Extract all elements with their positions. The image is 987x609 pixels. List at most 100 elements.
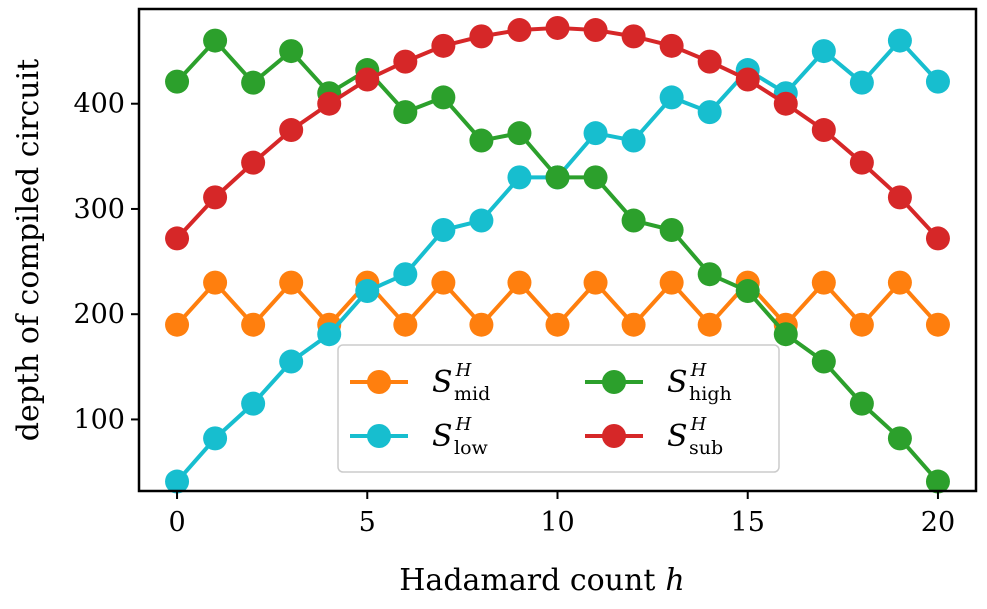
data-point-sub: [811, 118, 836, 143]
data-point-high: [469, 128, 494, 153]
legend-label-sub: low: [454, 437, 489, 459]
legend-label-sup: H: [455, 360, 472, 381]
data-point-low: [469, 208, 494, 233]
data-point-low: [697, 100, 722, 125]
data-point-high: [165, 69, 190, 94]
series-high: [165, 28, 950, 494]
data-point-low: [431, 218, 456, 243]
y-axis-label: depth of compiled circuit: [11, 59, 46, 442]
data-point-sub: [317, 91, 342, 116]
data-point-low: [583, 121, 608, 146]
data-point-low: [393, 262, 418, 287]
x-tick-label: 10: [540, 507, 574, 538]
data-point-mid: [583, 270, 608, 295]
data-point-low: [887, 28, 912, 53]
legend-frame: [337, 344, 780, 473]
legend-label-sup: H: [690, 360, 707, 381]
data-point-sub: [203, 185, 228, 210]
x-tick-label: 5: [359, 507, 376, 538]
data-point-mid: [925, 312, 950, 337]
data-point-high: [545, 165, 570, 190]
data-point-mid: [203, 270, 228, 295]
data-point-mid: [545, 312, 570, 337]
data-point-sub: [925, 226, 950, 251]
x-tick-label: 15: [731, 507, 765, 538]
data-point-mid: [431, 270, 456, 295]
data-point-sub: [773, 91, 798, 116]
data-point-sub: [241, 150, 266, 175]
data-point-high: [925, 469, 950, 494]
data-point-high: [507, 121, 532, 146]
data-point-high: [583, 165, 608, 190]
data-point-high: [659, 218, 684, 243]
data-point-mid: [469, 312, 494, 337]
data-point-mid: [393, 312, 418, 337]
data-point-sub: [735, 67, 760, 92]
series-sub: [165, 15, 950, 251]
data-point-sub: [545, 15, 570, 40]
data-point-mid: [887, 270, 912, 295]
data-point-high: [279, 39, 304, 64]
legend-label-main: S: [667, 419, 688, 454]
legend-label-main: S: [432, 365, 453, 400]
data-point-sub: [697, 49, 722, 74]
data-point-sub: [849, 150, 874, 175]
data-point-mid: [507, 270, 532, 295]
data-point-high: [811, 349, 836, 374]
data-point-sub: [279, 118, 304, 143]
legend-marker: [602, 424, 626, 448]
data-point-low: [925, 69, 950, 94]
data-point-low: [317, 322, 342, 347]
y-tick-label: 100: [73, 404, 125, 435]
data-point-sub: [583, 18, 608, 43]
data-point-sub: [165, 226, 190, 251]
data-point-low: [355, 279, 380, 304]
data-point-mid: [811, 270, 836, 295]
data-point-high: [697, 262, 722, 287]
legend-marker: [367, 370, 391, 394]
data-point-mid: [279, 270, 304, 295]
data-point-sub: [431, 33, 456, 58]
data-point-high: [621, 208, 646, 233]
legend-label-main: S: [432, 419, 453, 454]
legend-label-sub: sub: [689, 437, 723, 459]
legend-label-sup: H: [455, 414, 472, 435]
legend-marker: [602, 370, 626, 394]
x-tick-label: 20: [921, 507, 955, 538]
data-point-sub: [887, 185, 912, 210]
data-point-mid: [165, 312, 190, 337]
data-point-high: [735, 279, 760, 304]
data-point-high: [773, 322, 798, 347]
x-axis-label-text: Hadamard count: [399, 563, 655, 598]
data-point-mid: [697, 312, 722, 337]
data-point-low: [279, 349, 304, 374]
data-point-mid: [849, 312, 874, 337]
data-point-mid: [621, 312, 646, 337]
legend-label-sup: H: [690, 414, 707, 435]
legend-marker: [367, 424, 391, 448]
data-point-sub: [621, 24, 646, 49]
data-point-sub: [469, 24, 494, 49]
data-point-sub: [507, 18, 532, 43]
y-tick-label: 300: [73, 194, 125, 225]
legend-label-sub: mid: [454, 383, 490, 405]
data-point-sub: [659, 33, 684, 58]
x-axis-label: Hadamard count h: [399, 563, 684, 598]
data-point-low: [507, 165, 532, 190]
data-point-sub: [355, 67, 380, 92]
data-point-high: [887, 426, 912, 451]
data-point-high: [241, 70, 266, 95]
data-point-high: [849, 391, 874, 416]
data-point-low: [659, 85, 684, 110]
data-point-low: [621, 128, 646, 153]
